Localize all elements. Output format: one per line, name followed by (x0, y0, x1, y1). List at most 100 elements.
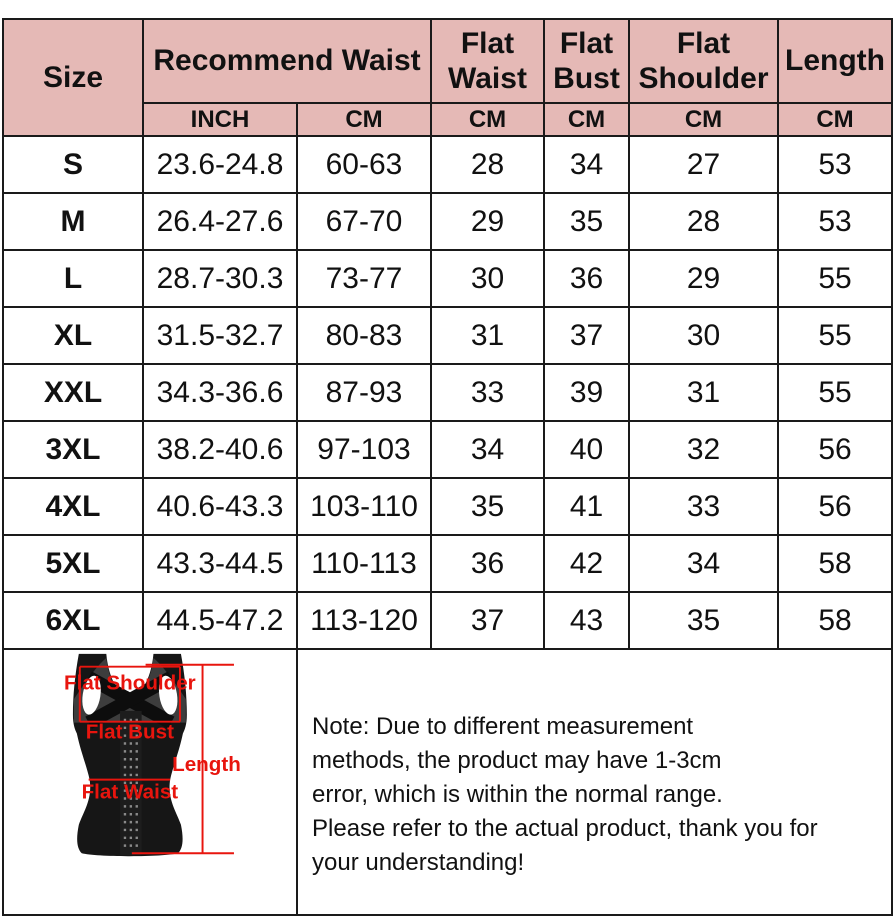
unit-cm-flat-waist: CM (430, 102, 545, 137)
unit-cm-waist: CM (296, 102, 432, 137)
size-cell: XL (2, 306, 144, 365)
flat-bust-cell: 43 (543, 591, 630, 650)
flat-waist-cell: 33 (430, 363, 545, 422)
col-header-flat-bust: Flat Bust (543, 18, 630, 104)
flat-waist-cell: 35 (430, 477, 545, 536)
cm-cell: 113-120 (296, 591, 432, 650)
flat-bust-cell: 40 (543, 420, 630, 479)
size-table: Size Recommend Waist Flat Waist Flat Bus… (2, 18, 893, 916)
flat-bust-cell: 34 (543, 135, 630, 194)
length-label: Length (172, 753, 241, 776)
cm-cell: 60-63 (296, 135, 432, 194)
inch-cell: 31.5-32.7 (142, 306, 298, 365)
col-header-recommend-waist: Recommend Waist (142, 18, 432, 104)
flat-shoulder-cell: 27 (628, 135, 779, 194)
inch-cell: 23.6-24.8 (142, 135, 298, 194)
flat-waist-cell: 29 (430, 192, 545, 251)
flat-bust-cell: 39 (543, 363, 630, 422)
note-cell: Note: Due to different measurement metho… (296, 648, 893, 916)
unit-cm-flat-shoulder: CM (628, 102, 779, 137)
size-cell: 4XL (2, 477, 144, 536)
inch-cell: 26.4-27.6 (142, 192, 298, 251)
size-cell: 3XL (2, 420, 144, 479)
flat-shoulder-cell: 35 (628, 591, 779, 650)
size-cell: L (2, 249, 144, 308)
flat-waist-cell: 34 (430, 420, 545, 479)
flat-bust-cell: 41 (543, 477, 630, 536)
length-cell: 56 (777, 477, 893, 536)
flat-shoulder-cell: 34 (628, 534, 779, 593)
col-header-length: Length (777, 18, 893, 104)
flat-waist-label: Flat Waist (81, 780, 178, 803)
flat-shoulder-label: Flat Shoulder (64, 671, 196, 694)
inch-cell: 40.6-43.3 (142, 477, 298, 536)
cm-cell: 67-70 (296, 192, 432, 251)
size-cell: 5XL (2, 534, 144, 593)
length-cell: 55 (777, 363, 893, 422)
armhole-right (158, 675, 177, 715)
table-row-3xl: 3XL 38.2-40.6 97-103 34 40 32 56 (2, 420, 893, 479)
bottom-row: Flat Shoulder Flat Bust Flat Waist Lengt… (2, 648, 893, 916)
col-header-size: Size (2, 18, 144, 137)
cross-band-right (84, 671, 174, 729)
table-row-s: S 23.6-24.8 60-63 28 34 27 53 (2, 135, 893, 194)
product-diagram: Flat Shoulder Flat Bust Flat Waist Lengt… (64, 653, 241, 857)
flat-bust-label: Flat Bust (85, 720, 173, 743)
flat-waist-cell: 30 (430, 249, 545, 308)
note-text: Note: Due to different measurement metho… (312, 713, 818, 876)
flat-shoulder-cell: 33 (628, 477, 779, 536)
col-header-flat-waist: Flat Waist (430, 18, 545, 104)
cm-cell: 80-83 (296, 306, 432, 365)
flat-waist-cell: 36 (430, 534, 545, 593)
flat-waist-cell: 37 (430, 591, 545, 650)
size-chart: Size Recommend Waist Flat Waist Flat Bus… (2, 18, 893, 916)
flat-bust-cell: 36 (543, 249, 630, 308)
length-cell: 53 (777, 135, 893, 194)
unit-cm-length: CM (777, 102, 893, 137)
cm-cell: 73-77 (296, 249, 432, 308)
table-row-m: M 26.4-27.6 67-70 29 35 28 53 (2, 192, 893, 251)
length-cell: 55 (777, 306, 893, 365)
table-row-xl: XL 31.5-32.7 80-83 31 37 30 55 (2, 306, 893, 365)
inch-cell: 38.2-40.6 (142, 420, 298, 479)
unit-inch: INCH (142, 102, 298, 137)
cm-cell: 87-93 (296, 363, 432, 422)
length-cell: 55 (777, 249, 893, 308)
mesh-panel (73, 657, 186, 723)
inch-cell: 43.3-44.5 (142, 534, 298, 593)
size-cell: M (2, 192, 144, 251)
armhole-left (81, 675, 101, 715)
cm-cell: 110-113 (296, 534, 432, 593)
table-row-l: L 28.7-30.3 73-77 30 36 29 55 (2, 249, 893, 308)
header-row: Size Recommend Waist Flat Waist Flat Bus… (2, 18, 893, 137)
size-cell: S (2, 135, 144, 194)
length-cell: 53 (777, 192, 893, 251)
cm-cell: 97-103 (296, 420, 432, 479)
unit-cm-flat-bust: CM (543, 102, 630, 137)
flat-bust-cell: 42 (543, 534, 630, 593)
table-row-6xl: 6XL 44.5-47.2 113-120 37 43 35 58 (2, 591, 893, 650)
cm-cell: 103-110 (296, 477, 432, 536)
flat-bust-cell: 35 (543, 192, 630, 251)
length-cell: 58 (777, 534, 893, 593)
inch-cell: 44.5-47.2 (142, 591, 298, 650)
flat-bust-cell: 37 (543, 306, 630, 365)
flat-shoulder-cell: 28 (628, 192, 779, 251)
flat-waist-cell: 28 (430, 135, 545, 194)
table-row-xxl: XXL 34.3-36.6 87-93 33 39 31 55 (2, 363, 893, 422)
flat-shoulder-cell: 32 (628, 420, 779, 479)
col-header-flat-shoulder: Flat Shoulder (628, 18, 779, 104)
table-row-5xl: 5XL 43.3-44.5 110-113 36 42 34 58 (2, 534, 893, 593)
unit-row: INCH CM CM CM CM CM (3, 102, 893, 137)
length-cell: 56 (777, 420, 893, 479)
inch-cell: 28.7-30.3 (142, 249, 298, 308)
flat-shoulder-cell: 30 (628, 306, 779, 365)
flat-shoulder-cell: 29 (628, 249, 779, 308)
size-chart-page: { "colors": { "header_bg": "#e5b9b6", "b… (2, 18, 893, 916)
inch-cell: 34.3-36.6 (142, 363, 298, 422)
table-row-4xl: 4XL 40.6-43.3 103-110 35 41 33 56 (2, 477, 893, 536)
size-cell: 6XL (2, 591, 144, 650)
length-cell: 58 (777, 591, 893, 650)
product-diagram-cell: Flat Shoulder Flat Bust Flat Waist Lengt… (2, 648, 298, 916)
flat-waist-cell: 31 (430, 306, 545, 365)
